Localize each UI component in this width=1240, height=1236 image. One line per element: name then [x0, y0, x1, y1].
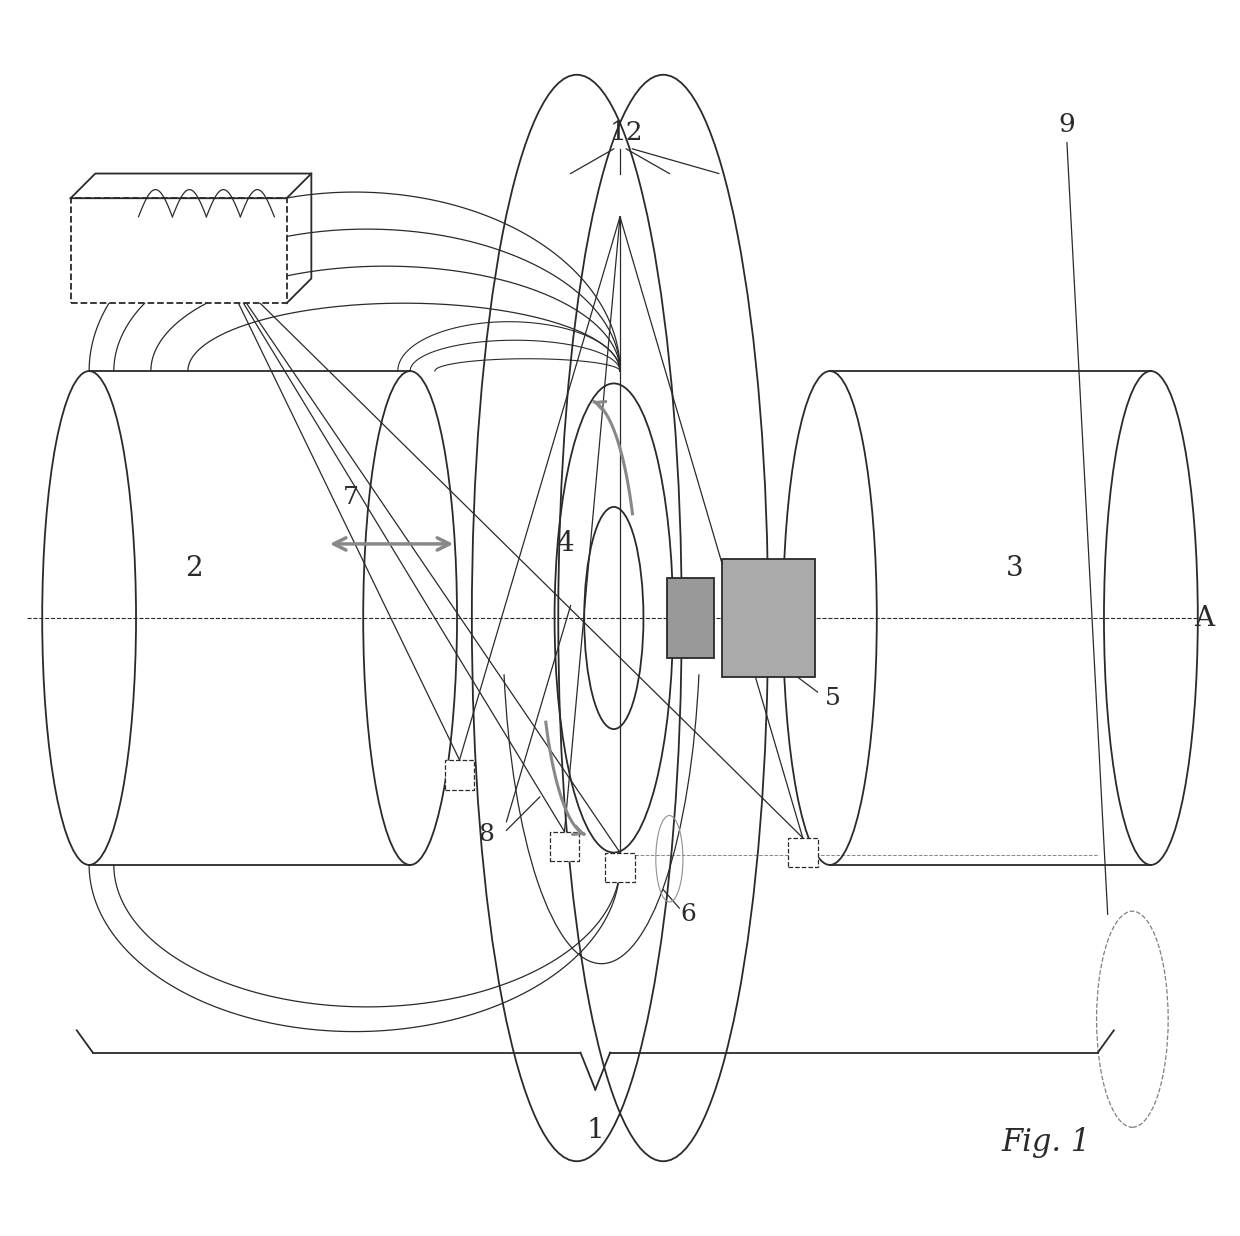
- Bar: [667, 578, 714, 658]
- Text: 9: 9: [1059, 111, 1075, 137]
- Text: 13: 13: [161, 237, 196, 265]
- Text: 7: 7: [343, 486, 358, 508]
- Bar: [445, 760, 475, 790]
- Bar: [605, 853, 635, 883]
- Bar: [787, 838, 817, 868]
- Text: A: A: [1194, 604, 1214, 632]
- Text: Fig. 1: Fig. 1: [1002, 1127, 1090, 1158]
- Text: 5: 5: [825, 687, 841, 709]
- Text: 4: 4: [556, 530, 573, 557]
- Text: 6: 6: [680, 902, 696, 926]
- Text: 1: 1: [587, 1117, 604, 1143]
- Text: 3: 3: [1007, 555, 1024, 582]
- Text: 2: 2: [185, 555, 203, 582]
- Bar: [723, 559, 815, 677]
- Bar: [549, 832, 579, 861]
- Bar: [71, 198, 286, 303]
- Text: 12: 12: [609, 120, 644, 146]
- Text: 8: 8: [479, 822, 495, 845]
